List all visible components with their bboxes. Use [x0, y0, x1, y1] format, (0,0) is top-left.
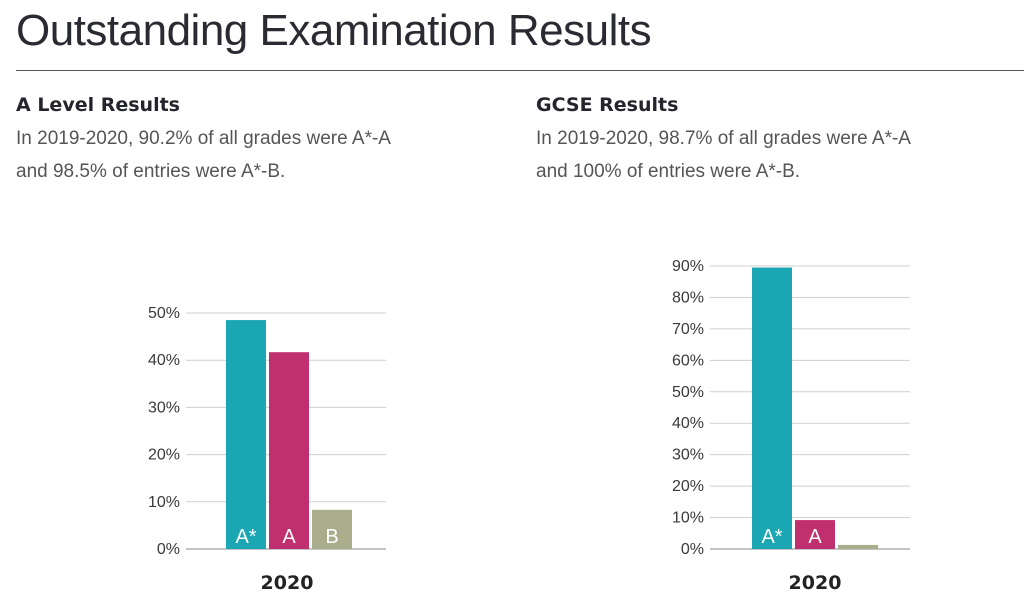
alevel-bar-label: A: [282, 526, 296, 548]
gcse-bar-label: A: [808, 526, 822, 548]
alevel-bar-a: [269, 352, 309, 549]
alevel-y-tick-label: 0%: [157, 541, 180, 558]
gcse-heading: GCSE Results: [536, 94, 679, 116]
page-title: Outstanding Examination Results: [16, 6, 652, 55]
alevel-summary-line1: In 2019-2020, 90.2% of all grades were A…: [16, 128, 391, 149]
gcse-y-tick-label: 60%: [672, 352, 704, 369]
gcse-bar-label: A*: [761, 526, 782, 548]
gcse-summary-line2: and 100% of entries were A*-B.: [536, 161, 801, 182]
gcse-y-tick-label: 70%: [672, 321, 704, 338]
gcse-y-tick-label: 20%: [672, 478, 704, 495]
alevel-bar-label: A*: [235, 526, 256, 548]
alevel-bar-label: B: [325, 526, 338, 548]
gcse-y-tick-label: 90%: [672, 258, 704, 275]
gcse-bar-a: [795, 520, 835, 549]
alevel-x-category-label: 2020: [261, 572, 314, 594]
gcse-bar-b: [838, 544, 878, 549]
alevel-summary-line2: and 98.5% of entries were A*-B.: [16, 161, 286, 182]
gcse-y-tick-label: 30%: [672, 447, 704, 464]
alevel-bar-b: [312, 509, 352, 549]
gcse-summary: In 2019-2020, 98.7% of all grades were A…: [536, 122, 1006, 188]
alevel-y-tick-label: 50%: [148, 305, 180, 322]
alevel-y-tick-label: 30%: [148, 399, 180, 416]
gcse-y-tick-label: 80%: [672, 289, 704, 306]
alevel-summary: In 2019-2020, 90.2% of all grades were A…: [16, 122, 486, 188]
alevel-y-tick-label: 40%: [148, 352, 180, 369]
title-divider: [16, 70, 1024, 71]
gcse-x-category-label: 2020: [789, 572, 842, 594]
gcse-bar-astar: [752, 267, 792, 549]
gcse-y-tick-label: 10%: [672, 510, 704, 527]
alevel-y-tick-label: 20%: [148, 447, 180, 464]
alevel-heading: A Level Results: [16, 94, 180, 116]
gcse-bar-label: B: [851, 526, 864, 548]
alevel-bar-astar: [226, 320, 266, 549]
gcse-y-tick-label: 40%: [672, 415, 704, 432]
gcse-y-tick-label: 50%: [672, 384, 704, 401]
gcse-y-tick-label: 0%: [681, 541, 704, 558]
gcse-summary-line1: In 2019-2020, 98.7% of all grades were A…: [536, 128, 911, 149]
alevel-y-tick-label: 10%: [148, 494, 180, 511]
